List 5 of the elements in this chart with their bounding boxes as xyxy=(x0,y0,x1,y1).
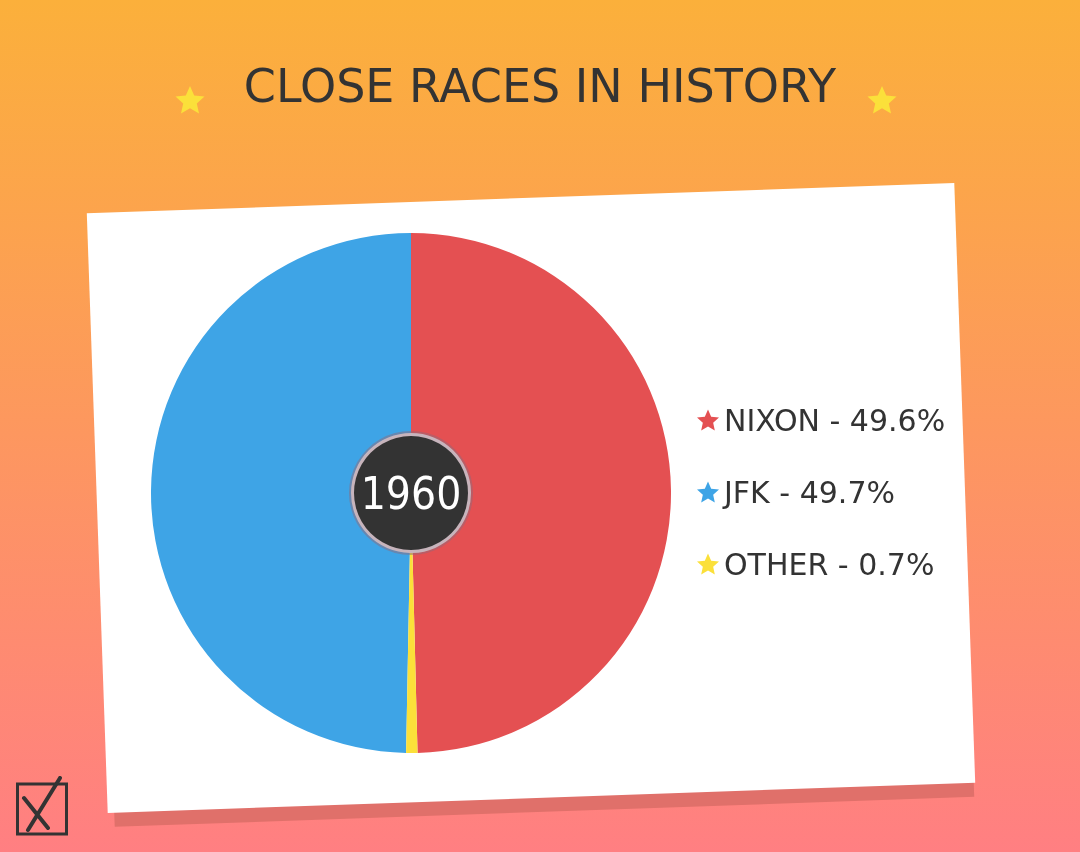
legend-label: NIXON - 49.6% xyxy=(724,402,946,438)
text: 1960 xyxy=(360,467,462,519)
chart-title: CLOSE RACES IN HISTORY xyxy=(243,59,838,113)
legend-label: OTHER - 0.7% xyxy=(724,546,935,582)
legend-label: JFK - 49.7% xyxy=(722,474,895,510)
